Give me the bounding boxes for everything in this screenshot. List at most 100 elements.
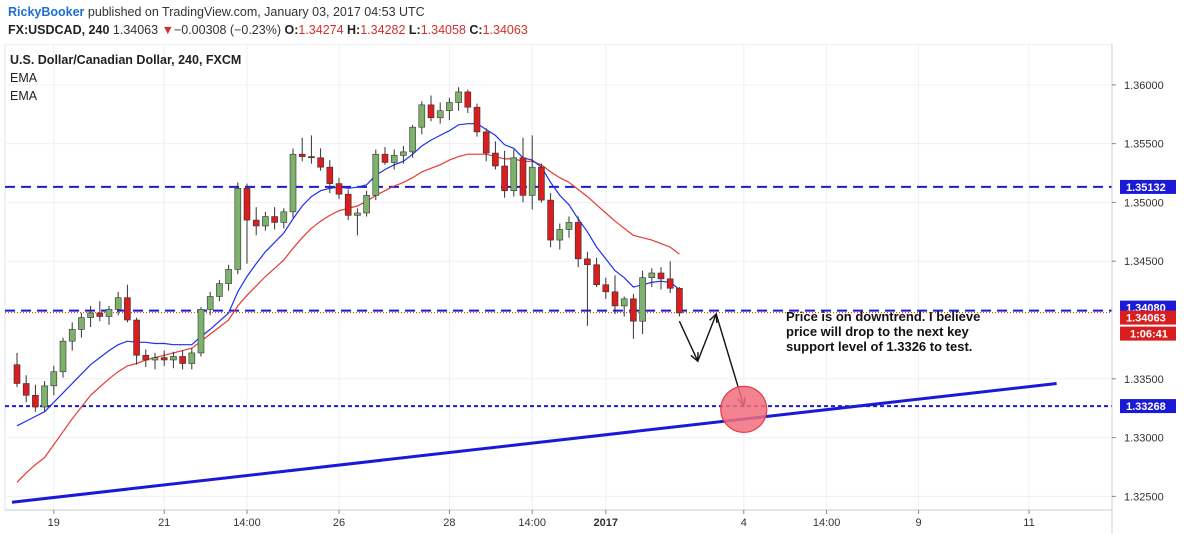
candle (528, 135, 536, 210)
candle (501, 150, 508, 198)
candle (354, 208, 361, 236)
candle (78, 312, 85, 338)
candle-body-bear (381, 153, 389, 163)
candle-body-bull (418, 104, 426, 128)
price-tick-label: 1.33500 (1124, 374, 1164, 386)
candle-body-bull (455, 91, 462, 103)
low-value: 1.34058 (420, 23, 466, 37)
candle-body-bull (354, 212, 361, 216)
candle (602, 277, 610, 299)
countdown-badge: 1:06:41 (1130, 329, 1168, 341)
chart-legend: U.S. Dollar/Canadian Dollar, 240, FXCM E… (10, 53, 241, 103)
candle (657, 267, 665, 290)
level-badge: 1.35132 (1126, 182, 1166, 194)
candle (630, 294, 637, 339)
candle (87, 305, 94, 328)
candle (676, 287, 683, 317)
price-tick-label: 1.35500 (1124, 139, 1164, 151)
candle-body-bear (326, 166, 334, 184)
candle-body-bear (133, 319, 140, 356)
analysis-note: Price is on downtrend. I believe price w… (786, 309, 980, 354)
candle (289, 148, 297, 218)
candle-body-bear (666, 278, 674, 289)
candle (519, 137, 527, 203)
candle-body-bull (400, 151, 407, 156)
ohlc-line: FX:USDCAD, 240 1.34063 ▼−0.00308 (−0.23%… (8, 23, 528, 37)
candle (510, 149, 518, 197)
last-price: 1.34063 (112, 23, 159, 37)
candle-body-bull (197, 309, 205, 354)
candle-body-bear (501, 165, 508, 191)
candle (262, 211, 269, 231)
candle (446, 97, 453, 121)
open-label: O: (284, 23, 299, 37)
candle (206, 291, 214, 316)
down-arrow-icon: ▼ (161, 23, 174, 37)
candle (482, 128, 490, 162)
candle-body-bull (280, 211, 288, 223)
pair-title: U.S. Dollar/Canadian Dollar, 240, FXCM (10, 53, 241, 67)
time-tick-label: 14:00 (813, 517, 841, 529)
symbol-label: FX:USDCAD, 240 (8, 23, 110, 37)
candle-body-bear (142, 354, 150, 361)
time-tick-label: 9 (916, 517, 922, 529)
candle-body-bull (68, 329, 76, 342)
level-badge-bg (1120, 179, 1176, 194)
candle (124, 284, 131, 323)
candle (363, 190, 370, 217)
time-tick-label: 21 (158, 517, 170, 529)
ema-slow-label: EMA (10, 89, 38, 103)
candle (418, 101, 426, 135)
candle (648, 268, 656, 288)
candle (170, 351, 177, 369)
candle-body-bear (160, 357, 168, 361)
candle (335, 177, 343, 199)
low-label: L: (408, 23, 421, 37)
candle-body-bull (556, 229, 564, 241)
candle-body-bull (565, 222, 573, 230)
candle-body-bear (611, 291, 619, 307)
candle (436, 102, 444, 124)
candle (538, 163, 545, 203)
candle (280, 208, 288, 229)
candle-body-bear (538, 166, 545, 201)
chart-header: RickyBooker published on TradingView.com… (0, 0, 1184, 44)
candle-body-bull (225, 269, 232, 284)
candle (179, 350, 186, 370)
support-resistance-levels (5, 185, 1112, 408)
candle (197, 307, 205, 357)
candle-body-bear (492, 152, 499, 167)
price-chart[interactable]: 1.36000 1.35500 1.35000 1.34500 1.33500 1.330… (0, 44, 1184, 534)
candle-body-bear (427, 104, 435, 119)
candle-body-bear (243, 188, 251, 221)
candle (22, 375, 30, 403)
candle-body-bear (584, 258, 591, 266)
last-price-badge-bg (1120, 310, 1176, 325)
candle-body-bull (234, 188, 242, 270)
price-tick-label: 1.35000 (1124, 197, 1164, 209)
candle-body-bear (179, 356, 186, 364)
candle-body-bull (105, 309, 113, 317)
candle-body-bear (298, 153, 306, 157)
candle-body-bear (13, 364, 21, 384)
level-badge-bg (1120, 399, 1176, 414)
candle (298, 137, 306, 162)
candle-body-bear (473, 106, 481, 133)
grid-lines (4, 44, 1113, 511)
candle-body-bear (602, 284, 610, 293)
candle-body-bear (630, 298, 637, 322)
author-link[interactable]: RickyBooker (8, 5, 85, 19)
time-tick-label: 26 (333, 517, 345, 529)
axes: 1.36000 1.35500 1.35000 1.34500 1.33500 1.330… (5, 44, 1176, 534)
candle (41, 381, 48, 412)
candle-body-bear (308, 156, 315, 159)
candle (400, 146, 407, 164)
open-value: 1.34274 (298, 23, 344, 37)
candle-body-bull (620, 298, 628, 307)
chart-background (0, 44, 1184, 534)
candle (317, 148, 324, 171)
target-circle (720, 385, 768, 433)
level-badge: 1.33268 (1126, 401, 1166, 413)
candle-body-bull (510, 157, 518, 191)
candle-body-bull (216, 283, 223, 297)
